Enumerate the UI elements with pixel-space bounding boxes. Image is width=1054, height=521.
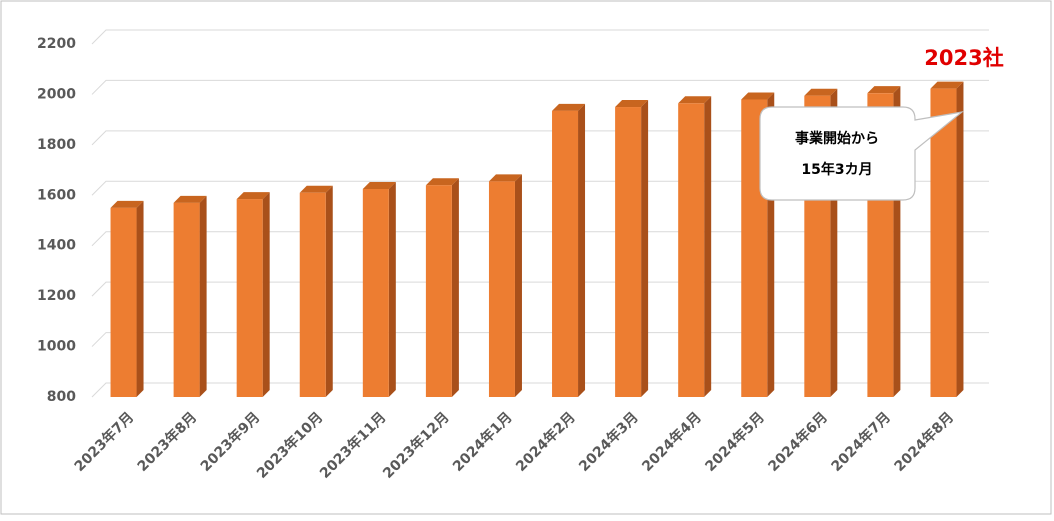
- bar-side: [704, 96, 712, 397]
- bar: [615, 107, 642, 398]
- callout-text: 事業開始から: [795, 130, 879, 147]
- y-tick-label: 1600: [37, 187, 76, 203]
- bar: [425, 185, 452, 397]
- bar-side: [641, 100, 649, 398]
- y-tick-label: 1400: [37, 238, 76, 254]
- bar: [552, 110, 579, 397]
- bar-top: [425, 178, 459, 186]
- bar-top: [615, 100, 649, 108]
- bar-side: [136, 200, 144, 397]
- bar: [678, 103, 705, 397]
- annotation: 2023社: [924, 46, 1003, 70]
- bar: [173, 202, 200, 397]
- y-tick-label: 2000: [37, 86, 76, 102]
- bar-top: [488, 174, 522, 182]
- grid-line: [91, 79, 989, 95]
- bar-side: [956, 81, 964, 398]
- bar-top: [110, 200, 144, 208]
- bar-top: [362, 181, 396, 189]
- bar: [930, 88, 957, 398]
- callout-box: [759, 106, 965, 201]
- y-tick-label: 1000: [37, 339, 76, 355]
- bar-side: [514, 174, 522, 397]
- bar-side: [451, 178, 459, 397]
- bar-top: [299, 185, 333, 193]
- bar-top: [678, 96, 712, 104]
- bar: [488, 181, 515, 397]
- bar-top: [867, 86, 901, 94]
- callout-text: 15年3カ月: [801, 161, 872, 178]
- bar: [236, 199, 263, 397]
- bar-top: [552, 103, 586, 111]
- y-tick-label: 2200: [37, 36, 76, 52]
- y-tick-label: 1200: [37, 288, 76, 304]
- bar-top: [173, 195, 207, 203]
- bar-top: [236, 192, 270, 200]
- bar-side: [262, 192, 270, 397]
- bar-side: [325, 185, 333, 397]
- bar-top: [930, 81, 964, 89]
- grid-line: [91, 29, 989, 45]
- bar: [110, 207, 137, 397]
- y-tick-label: 1800: [37, 137, 76, 153]
- bar-side: [578, 103, 586, 397]
- bar-side: [199, 195, 207, 397]
- bar: [362, 188, 389, 397]
- bar: [299, 192, 326, 397]
- y-tick-label: 800: [47, 389, 76, 405]
- bar-side: [388, 181, 396, 397]
- bar-top: [741, 92, 775, 100]
- bar-top: [804, 88, 838, 96]
